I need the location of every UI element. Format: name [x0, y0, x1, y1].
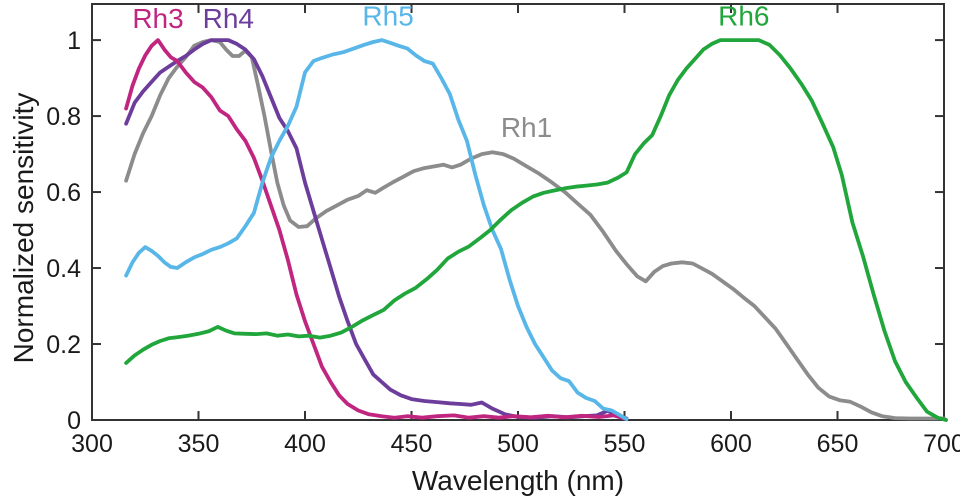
y-axis-title: Normalized sensitivity [8, 93, 39, 364]
y-tick-label: 0.2 [46, 331, 81, 359]
x-tick-label: 300 [71, 430, 113, 458]
series-label-rh3: Rh3 [132, 3, 183, 34]
x-tick-label: 500 [497, 430, 539, 458]
series-label-rh6: Rh6 [718, 1, 769, 32]
x-axis-title: Wavelength (nm) [412, 465, 624, 496]
series-line-rh1 [124, 38, 946, 421]
series-line-rh6 [124, 38, 948, 422]
x-tick-label: 450 [391, 430, 433, 458]
x-tick-label: 700 [923, 430, 960, 458]
y-tick-label: 0.8 [46, 103, 81, 131]
series-line-rh4 [124, 38, 629, 421]
x-tick-label: 650 [817, 430, 859, 458]
x-tick-label: 550 [604, 430, 646, 458]
series-label-rh1: Rh1 [501, 112, 552, 143]
x-tick-label: 400 [284, 430, 326, 458]
y-tick-label: 0 [67, 407, 81, 435]
y-tick-label: 0.4 [46, 255, 81, 283]
series-line-rh3 [124, 38, 627, 421]
series-label-rh5: Rh5 [362, 1, 413, 32]
series-label-rh4: Rh4 [203, 3, 254, 34]
y-tick-label: 0.6 [46, 179, 81, 207]
plot-frame [91, 3, 945, 421]
x-tick-label: 350 [178, 430, 220, 458]
series-line-rh5 [124, 38, 629, 422]
y-tick-label: 1 [67, 27, 81, 55]
x-tick-label: 600 [710, 430, 752, 458]
